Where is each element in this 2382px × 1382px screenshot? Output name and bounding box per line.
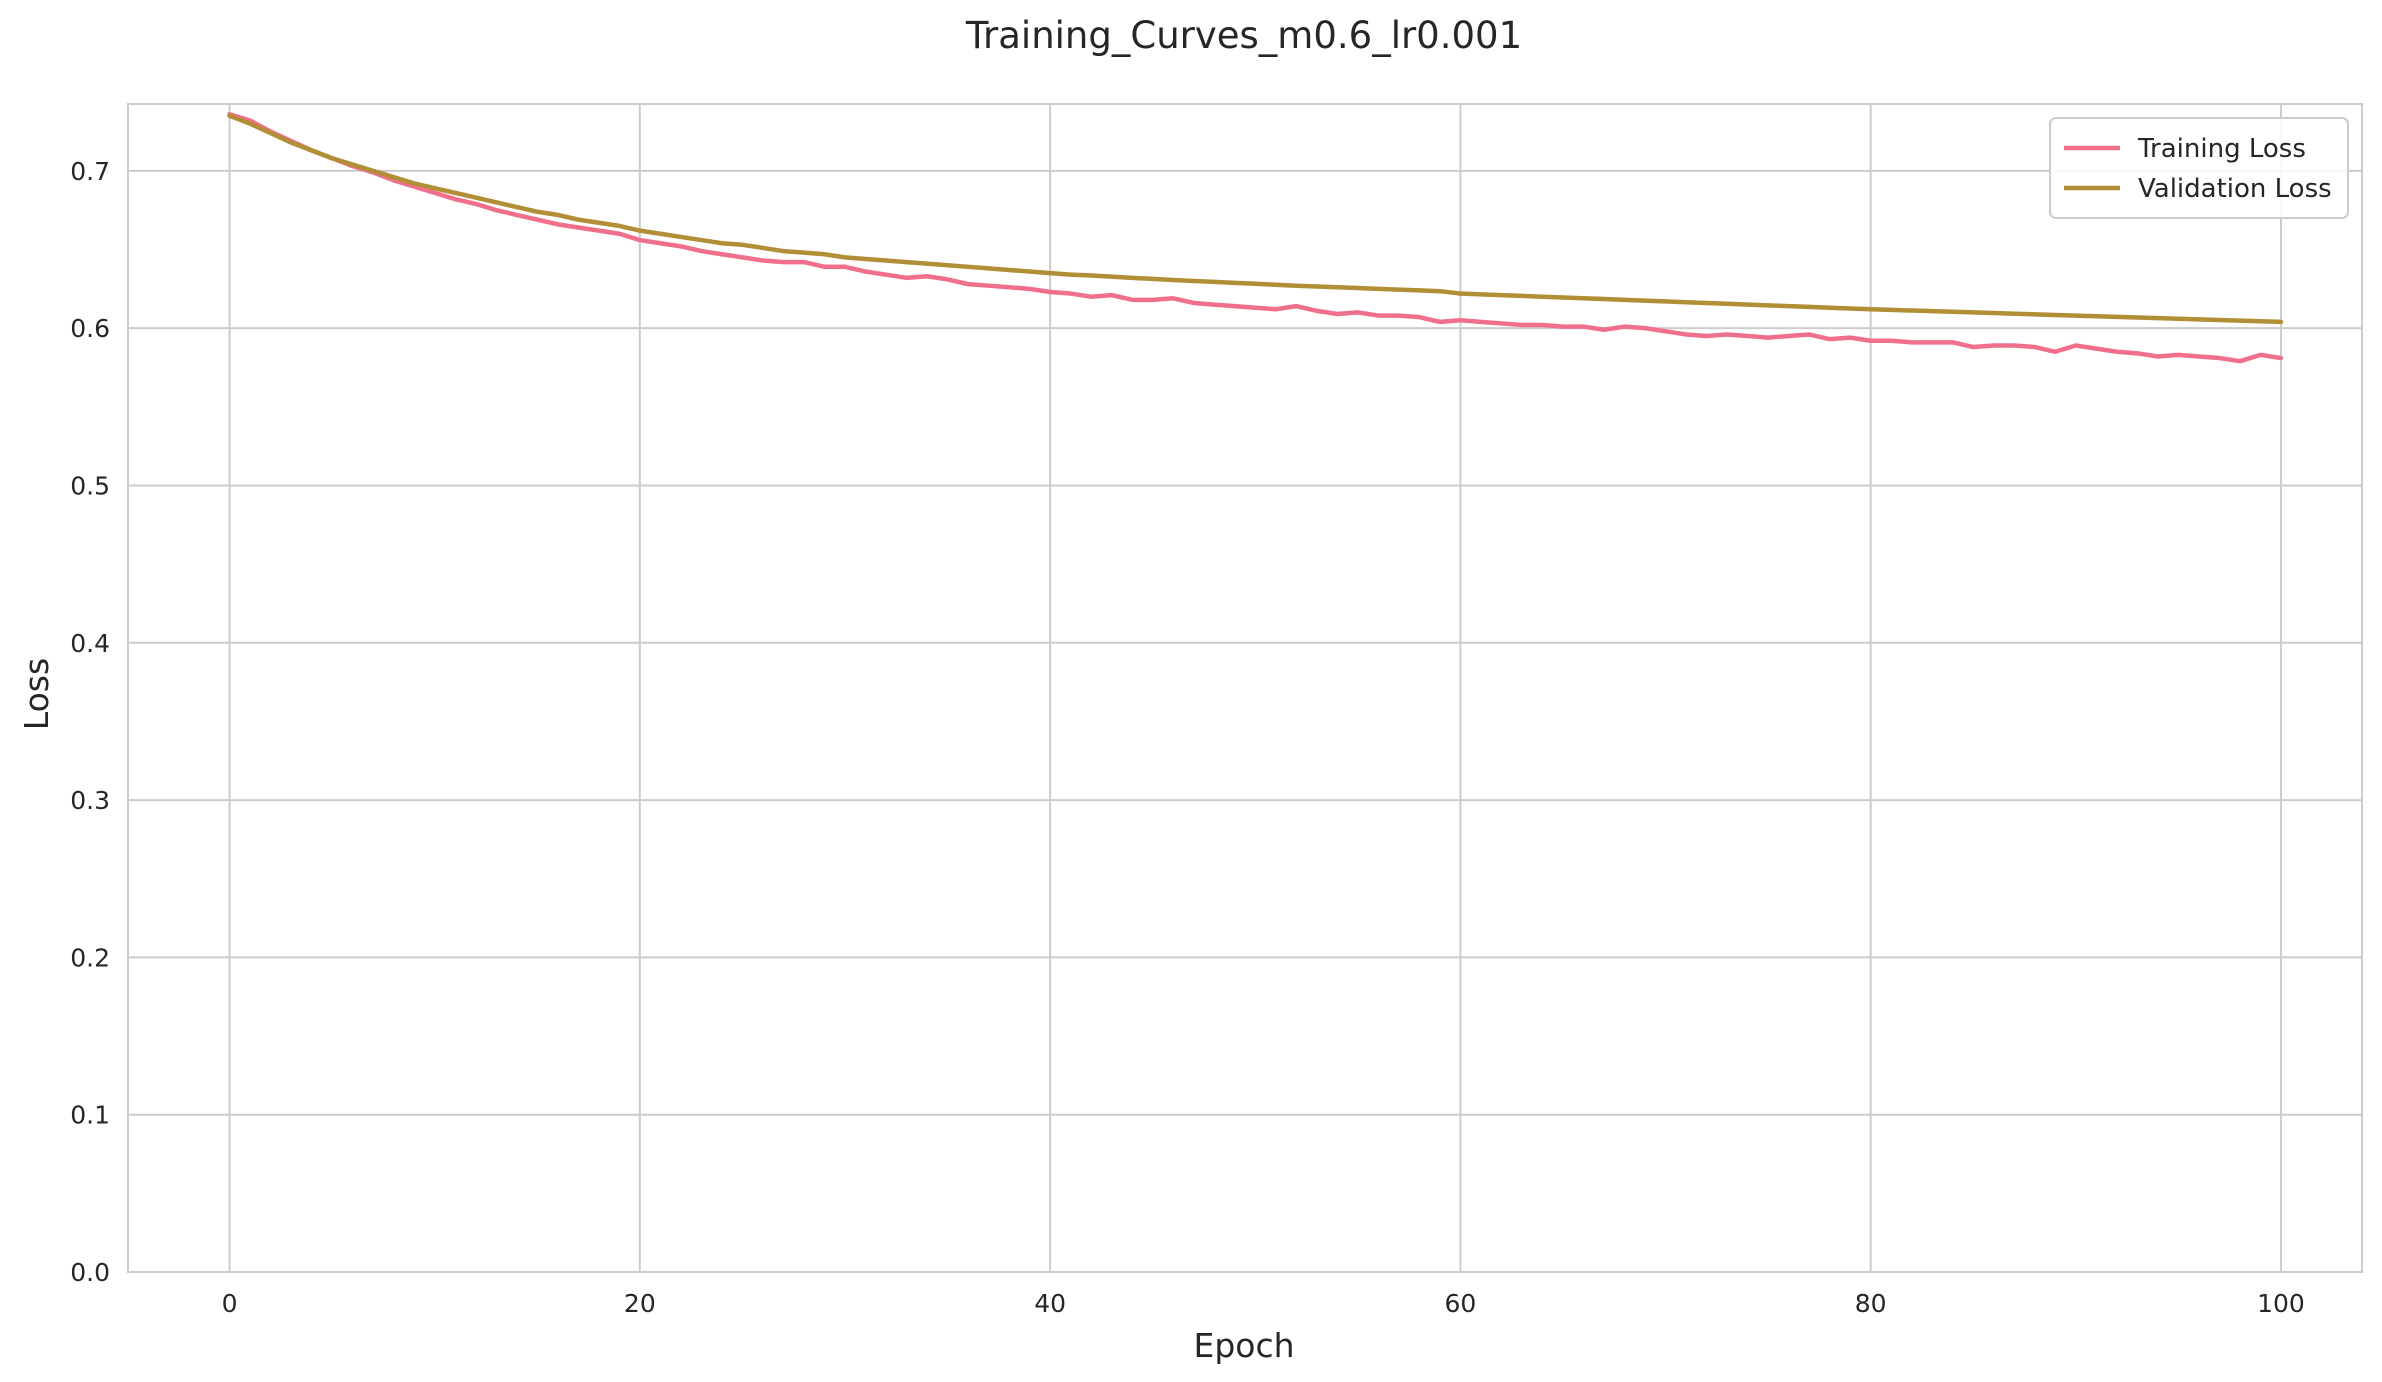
y-tick-label: 0.6 bbox=[70, 314, 110, 343]
y-tick-label: 0.2 bbox=[70, 943, 110, 972]
legend: Training Loss Validation Loss bbox=[2049, 117, 2349, 219]
legend-label: Training Loss bbox=[2137, 134, 2306, 164]
x-tick-label: 0 bbox=[222, 1289, 238, 1318]
legend-box bbox=[2049, 117, 2349, 219]
legend-label: Validation Loss bbox=[2138, 174, 2332, 204]
x-tick-label: 60 bbox=[1444, 1289, 1476, 1318]
chart-title: Training_Curves_m0.6_lr0.001 bbox=[965, 14, 1522, 57]
series-lines bbox=[227, 111, 2284, 364]
series-line-training-loss bbox=[227, 111, 2284, 364]
y-axis-label: Loss bbox=[17, 658, 56, 730]
x-tick-label: 100 bbox=[2257, 1289, 2305, 1318]
y-tick-label: 0.3 bbox=[70, 786, 110, 815]
x-axis-label: Epoch bbox=[1193, 1326, 1294, 1365]
x-tick-label: 20 bbox=[624, 1289, 656, 1318]
series-line-validation-loss bbox=[227, 113, 2284, 325]
grid bbox=[128, 104, 2362, 1273]
y-tick-label: 0.5 bbox=[70, 471, 110, 500]
y-tick-label: 0.1 bbox=[70, 1101, 110, 1130]
y-tick-label: 0.4 bbox=[70, 629, 110, 658]
plot-frame bbox=[127, 103, 2363, 1273]
x-tick-label: 80 bbox=[1855, 1289, 1887, 1318]
y-tick-label: 0.0 bbox=[70, 1258, 110, 1287]
y-tick-label: 0.7 bbox=[70, 157, 110, 186]
x-tick-label: 40 bbox=[1034, 1289, 1066, 1318]
tick-labels: 0 20 40 60 80 100 0.0 0.1 0.2 0.3 0.4 0.5 0.6 0.7 bbox=[70, 157, 2305, 1318]
